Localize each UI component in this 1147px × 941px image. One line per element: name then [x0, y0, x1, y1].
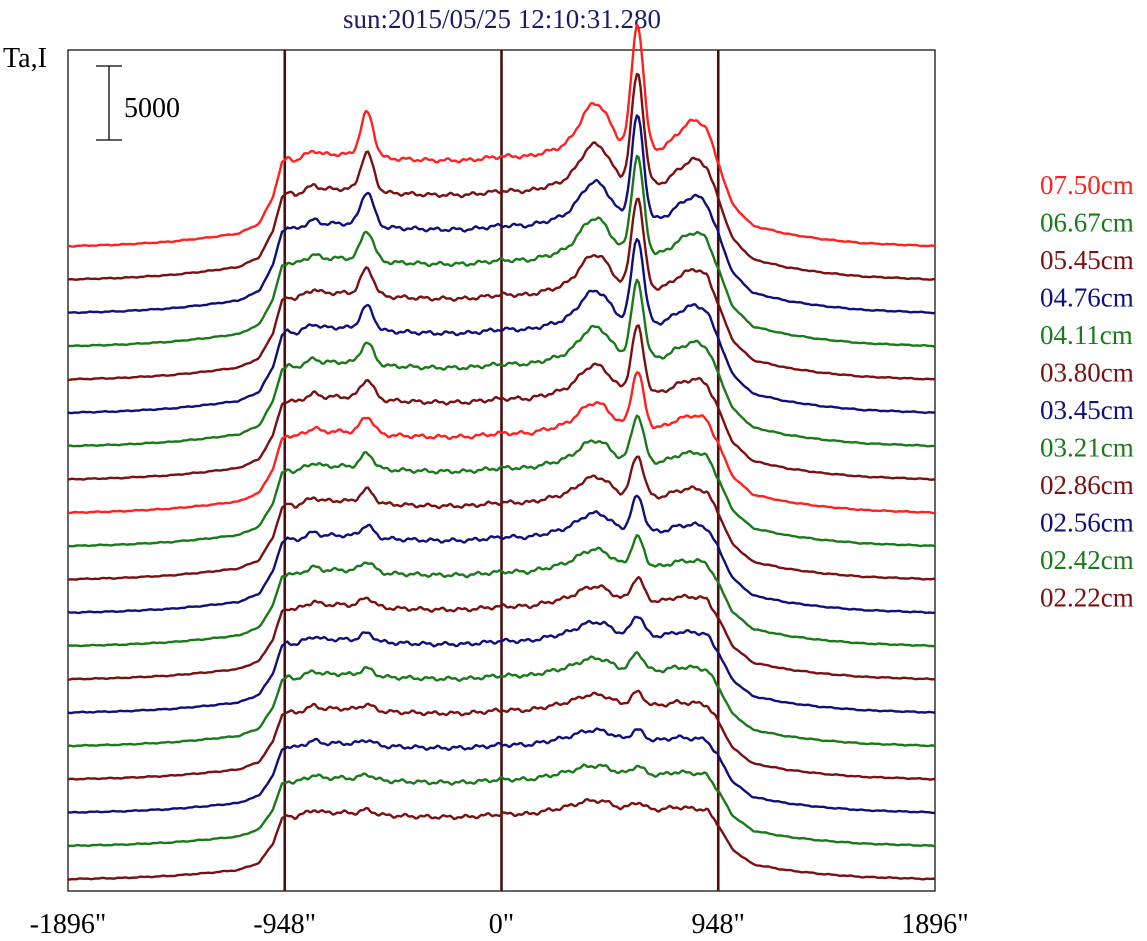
trace-line: [67, 238, 936, 415]
trace-line: [67, 278, 936, 448]
trace-line: [67, 575, 936, 681]
legend-entry: 04.76cm: [1040, 283, 1134, 313]
legend-entry: 05.45cm: [1040, 245, 1134, 275]
legend-entry: 03.80cm: [1040, 358, 1134, 388]
trace-line: [67, 23, 936, 248]
x-tick-label: -1896": [30, 909, 107, 940]
trace-line: [67, 414, 936, 548]
trace-line: [68, 797, 936, 881]
scale-bar-label: 5000: [124, 93, 180, 124]
legend-entry: 04.11cm: [1040, 320, 1133, 350]
trace-line: [68, 455, 935, 581]
trace-group: [67, 23, 936, 881]
intensity-scale-bar: 5000: [96, 65, 180, 141]
reference-lines: [283, 50, 720, 891]
x-tick-label: -948": [253, 909, 316, 940]
trace-line: [68, 727, 936, 815]
trace-line: [67, 114, 936, 315]
trace-line: [67, 72, 936, 281]
trace-line: [67, 651, 936, 748]
chart-title: sun:2015/05/25 12:10:31.280: [343, 4, 661, 34]
trace-line: [67, 197, 936, 382]
trace-line: [67, 371, 936, 515]
x-tick-labels: -1896" -948" 0" 948" 1896": [30, 909, 969, 940]
legend-entry: 02.42cm: [1040, 545, 1134, 575]
trace-line: [67, 763, 936, 848]
legend-entry: 02.22cm: [1040, 583, 1134, 613]
y-axis-label: Ta,I: [3, 43, 47, 74]
legend: 07.50cm 06.67cm 05.45cm 04.76cm 04.11cm 03.80…: [1040, 170, 1134, 613]
x-tick-label: 0": [489, 909, 514, 940]
trace-line: [67, 154, 936, 348]
x-tick-label: 1896": [901, 909, 968, 940]
x-tick-label: 948": [692, 909, 745, 940]
legend-entry: 06.67cm: [1040, 208, 1134, 238]
trace-line: [67, 324, 936, 481]
trace-line: [67, 534, 936, 648]
legend-entry: 03.45cm: [1040, 395, 1134, 425]
legend-entry: 02.56cm: [1040, 508, 1134, 538]
trace-line: [67, 615, 935, 715]
legend-entry: 03.21cm: [1040, 433, 1134, 463]
legend-entry: 02.86cm: [1040, 470, 1134, 500]
trace-line: [67, 689, 936, 781]
legend-entry: 07.50cm: [1040, 170, 1134, 200]
trace-line: [67, 494, 936, 615]
